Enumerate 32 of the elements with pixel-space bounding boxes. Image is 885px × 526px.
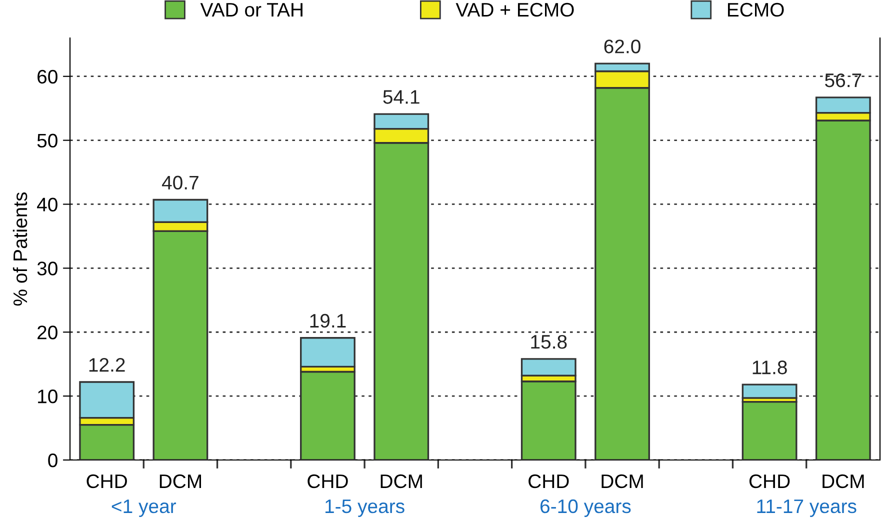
y-tick-label: 60 [38,70,58,84]
y-tick-label: 20 [38,326,58,340]
y-tick-label: 0 [48,453,58,468]
bar [742,400,798,460]
y-tick-label: 10 [38,390,58,404]
legend-label: VAD or TAH [200,3,302,17]
y-tick-label: 40 [37,198,58,212]
legend-label: ECMO [728,2,784,17]
x-tick-label: DCM [160,474,201,488]
y-tick-label: 50 [37,134,58,148]
x-tick-label: CHD [749,474,790,488]
total-label: 19.1 [310,314,346,328]
x-tick-label: CHD [308,474,348,488]
total-label: 11.8 [752,360,787,374]
total-label: 40.7 [162,176,198,190]
legend-label: VAD + ECMO [456,2,574,17]
text: 11-17 years [757,500,856,518]
total-label: 12.2 [89,358,125,372]
total-label: 62.0 [604,40,640,54]
total-label: 56.7 [825,73,862,88]
x-tick-label: CHD [86,474,127,488]
total-label: 54.1 [383,90,420,104]
y-axis-title: % of Patients [12,192,28,306]
text: 6-10 years [540,499,631,518]
total-label: 15.8 [531,334,567,349]
x-tick-label: DCM [380,474,422,488]
y-tick-label: 30 [37,262,58,276]
x-tick-label: CHD [528,474,569,488]
x-tick-label: DCM [822,474,864,488]
text: 1-5 years [326,500,404,518]
text: <1 year [112,500,176,518]
x-tick-label: DCM [602,474,643,488]
